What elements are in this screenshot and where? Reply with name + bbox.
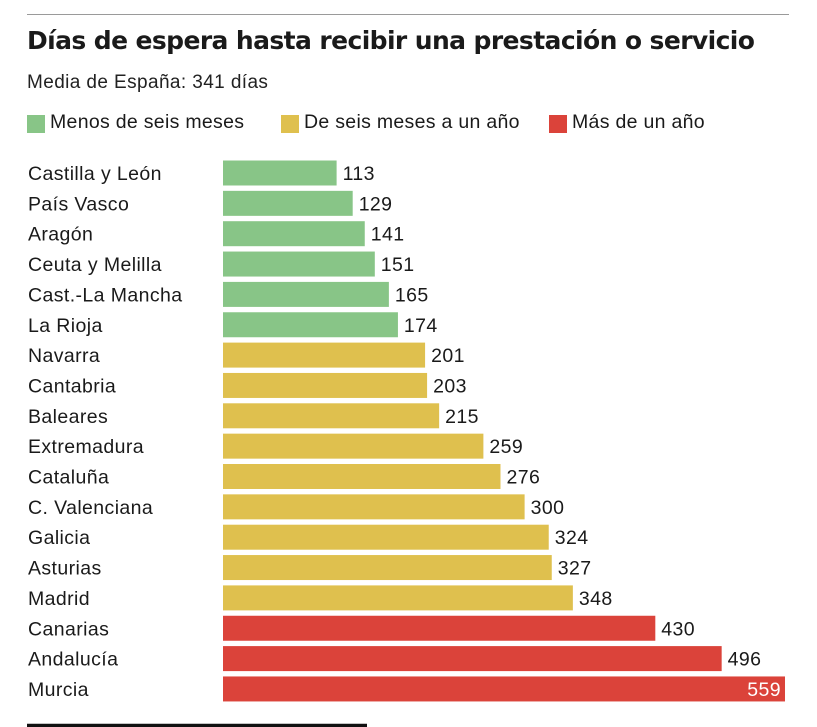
category-label: Asturias [28, 558, 102, 580]
value-label: 324 [555, 527, 589, 549]
value-label: 129 [359, 193, 393, 215]
bar [223, 676, 785, 702]
value-label: 559 [747, 679, 781, 701]
bar [223, 403, 440, 429]
bar [223, 160, 337, 186]
bar [223, 221, 365, 247]
bar [223, 342, 426, 368]
value-label: 113 [343, 163, 375, 185]
category-label: C. Valenciana [28, 497, 153, 519]
bar [223, 281, 389, 307]
bar [223, 585, 573, 611]
bar [223, 494, 525, 520]
category-label: La Rioja [28, 315, 103, 337]
category-label: Murcia [28, 679, 89, 701]
legend-label: Menos de seis meses [50, 111, 245, 133]
value-label: 141 [371, 224, 405, 246]
category-label: País Vasco [28, 193, 129, 215]
bar [223, 251, 375, 277]
category-label: Cantabria [28, 375, 116, 397]
chart-title: Días de espera hasta recibir una prestac… [27, 26, 755, 55]
value-label: 300 [531, 497, 565, 519]
category-label: Ceuta y Melilla [28, 254, 162, 276]
bar [223, 433, 484, 459]
bar [223, 372, 428, 398]
value-label: 430 [661, 618, 695, 640]
category-label: Cataluña [28, 467, 109, 489]
category-label: Aragón [28, 224, 93, 246]
value-label: 276 [506, 467, 540, 489]
category-label: Cast.-La Mancha [28, 284, 183, 306]
bar [223, 524, 549, 550]
category-label: Navarra [28, 345, 100, 367]
value-label: 259 [489, 436, 523, 458]
bar [223, 646, 722, 672]
value-label: 201 [431, 345, 465, 367]
category-label: Baleares [28, 406, 108, 428]
legend-swatch-yellow [281, 115, 299, 133]
value-label: 174 [404, 315, 438, 337]
category-label: Madrid [28, 588, 90, 610]
value-label: 151 [381, 254, 415, 276]
value-label: 348 [579, 588, 613, 610]
bar [223, 615, 656, 641]
category-label: Canarias [28, 618, 109, 640]
top-rule [27, 14, 789, 15]
legend-label: De seis meses a un año [304, 111, 520, 133]
legend-swatch-green [27, 115, 45, 133]
value-label: 215 [445, 406, 479, 428]
bar [223, 464, 501, 489]
value-label: 203 [433, 375, 467, 397]
chart-subtitle: Media de España: 341 días [27, 72, 269, 93]
bar [223, 312, 398, 338]
value-label: 165 [395, 284, 429, 306]
category-label: Galicia [28, 527, 90, 549]
legend-label: Más de un año [572, 111, 705, 133]
value-label: 496 [728, 649, 762, 671]
category-label: Castilla y León [28, 163, 162, 185]
bar [223, 190, 353, 216]
legend-swatch-red [549, 115, 567, 133]
value-label: 327 [558, 558, 592, 580]
category-label: Extremadura [28, 436, 144, 458]
next-section-heading-cut [27, 723, 367, 727]
bar [223, 555, 552, 581]
category-label: Andalucía [28, 649, 118, 671]
